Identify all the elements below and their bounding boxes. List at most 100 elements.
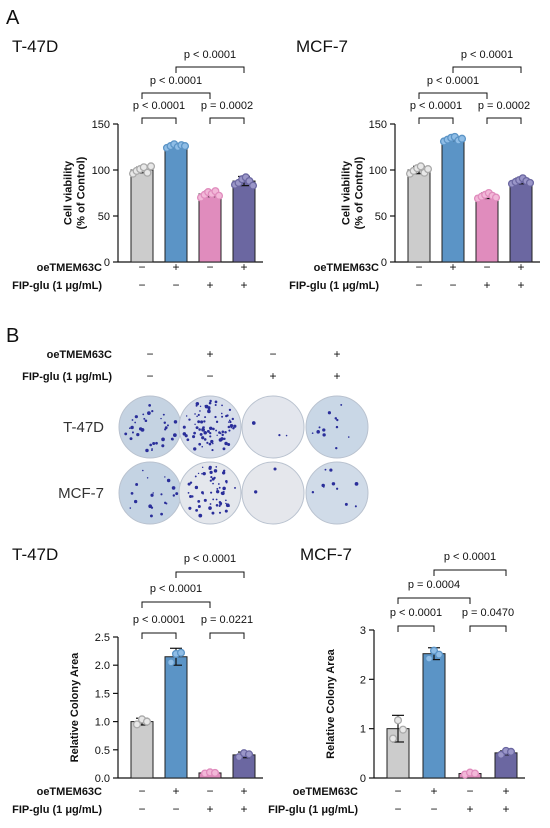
condition-fip-symbol: − <box>430 802 437 816</box>
chart-title: T-47D <box>12 545 58 564</box>
y-axis-label: Relative Colony Area <box>325 648 337 759</box>
bar <box>509 180 533 263</box>
colony-condition-header: oeTMEM63C FIP-glu (1 μg/mL) − − + − − + + + <box>22 347 340 383</box>
colony-dish <box>241 461 305 525</box>
colony-dot <box>144 419 148 423</box>
data-point <box>146 162 156 171</box>
colony-dot <box>316 430 320 434</box>
colony-dot <box>155 441 158 445</box>
condition-fip-symbol: − <box>449 278 456 292</box>
colony-dot <box>201 466 204 469</box>
bar <box>232 180 256 263</box>
condition-fip-symbol: − <box>172 278 179 292</box>
p-value-label: p = 0.0002 <box>201 100 253 112</box>
colony-dot <box>207 430 209 432</box>
colony-dot <box>195 426 199 430</box>
condition-oe-symbol: − <box>466 784 473 798</box>
colony-dot <box>335 425 339 429</box>
colony-dot <box>215 498 218 501</box>
data-point <box>244 750 254 759</box>
condition-fip-symbol: + <box>483 278 490 292</box>
colony-dot <box>336 418 339 422</box>
colony-dot <box>228 429 231 432</box>
colony-dot <box>209 479 212 482</box>
bar <box>130 721 154 779</box>
condition-label-fip: FIP-glu (1 μg/mL) <box>289 280 379 292</box>
p-value-label: p < 0.0001 <box>150 583 202 595</box>
colony-dot <box>203 420 206 423</box>
significance-bracket <box>418 92 488 99</box>
colony-dot <box>222 447 226 451</box>
condition-fip-symbol: + <box>240 278 247 292</box>
colony-dot <box>224 509 228 513</box>
significance-bracket <box>397 625 435 632</box>
condition-fip-symbol: + <box>466 802 473 816</box>
colony-dot <box>336 487 339 490</box>
bar <box>130 169 154 263</box>
colony-dot <box>331 482 336 486</box>
bar <box>198 193 222 263</box>
condition-oe-symbol: + <box>240 784 247 798</box>
colony-dot <box>128 427 131 430</box>
condition-fip-symbol: − <box>172 802 179 816</box>
data-point <box>457 134 467 143</box>
condition-label-fip: FIP-glu (1 μg/mL) <box>12 804 102 816</box>
data-point <box>132 720 142 729</box>
significance-bracket <box>433 569 507 576</box>
chart-title: MCF-7 <box>296 37 348 56</box>
significance-bracket <box>209 117 245 124</box>
colony-dot <box>214 415 217 419</box>
data-point <box>398 725 408 734</box>
colony-dot <box>232 427 235 430</box>
colony-dot <box>228 505 230 507</box>
colony-dot <box>211 449 214 452</box>
colony-dot <box>197 504 201 508</box>
y-axis-label: (% of Control) <box>354 156 366 229</box>
colony-dot <box>161 437 165 442</box>
colony-dot <box>201 445 204 448</box>
colony-dot <box>194 475 197 478</box>
colony-dot <box>164 476 166 478</box>
colony-oe-symbol: − <box>146 347 153 361</box>
colony-dot <box>208 442 212 446</box>
data-point <box>416 162 425 171</box>
colony-dot <box>173 433 177 437</box>
colony-dot <box>166 424 169 427</box>
colony-dot <box>227 421 230 423</box>
colony-dot <box>150 493 154 497</box>
p-value-label: p < 0.0001 <box>410 100 462 112</box>
colony-dot <box>148 404 152 407</box>
colony-dot <box>221 415 224 418</box>
colony-dot <box>322 428 326 432</box>
colony-dot <box>329 468 333 472</box>
p-value-label: p = 0.0221 <box>201 614 253 626</box>
y-tick-label: 2.0 <box>95 660 110 672</box>
colony-dot <box>198 428 201 431</box>
bar <box>407 169 431 263</box>
colony-dot <box>142 413 145 416</box>
colony-dot <box>194 423 196 426</box>
colony-dot <box>134 499 138 504</box>
bar <box>441 138 465 263</box>
significance-bracket <box>397 597 471 604</box>
colony-dot <box>221 404 223 407</box>
p-value-label: p < 0.0001 <box>184 553 236 565</box>
condition-fip-symbol: + <box>240 802 247 816</box>
data-point <box>210 768 220 777</box>
colony-dot <box>210 476 213 479</box>
colony-dot <box>188 418 191 421</box>
y-tick-label: 0 <box>104 257 110 269</box>
p-value-label: p < 0.0001 <box>390 607 442 619</box>
colony-dot <box>131 431 134 434</box>
colony-dot <box>130 425 134 430</box>
significance-bracket <box>141 92 211 99</box>
colony-dot <box>217 483 220 485</box>
colony-dot <box>134 421 137 424</box>
colony-dot <box>151 449 153 452</box>
colony-dot <box>212 498 215 501</box>
colony-dot <box>198 442 202 446</box>
colony-dot <box>188 506 192 510</box>
colony-dot <box>215 420 219 424</box>
colony-plates: T-47D MCF-7 <box>58 395 369 525</box>
colony-dot <box>192 435 196 439</box>
